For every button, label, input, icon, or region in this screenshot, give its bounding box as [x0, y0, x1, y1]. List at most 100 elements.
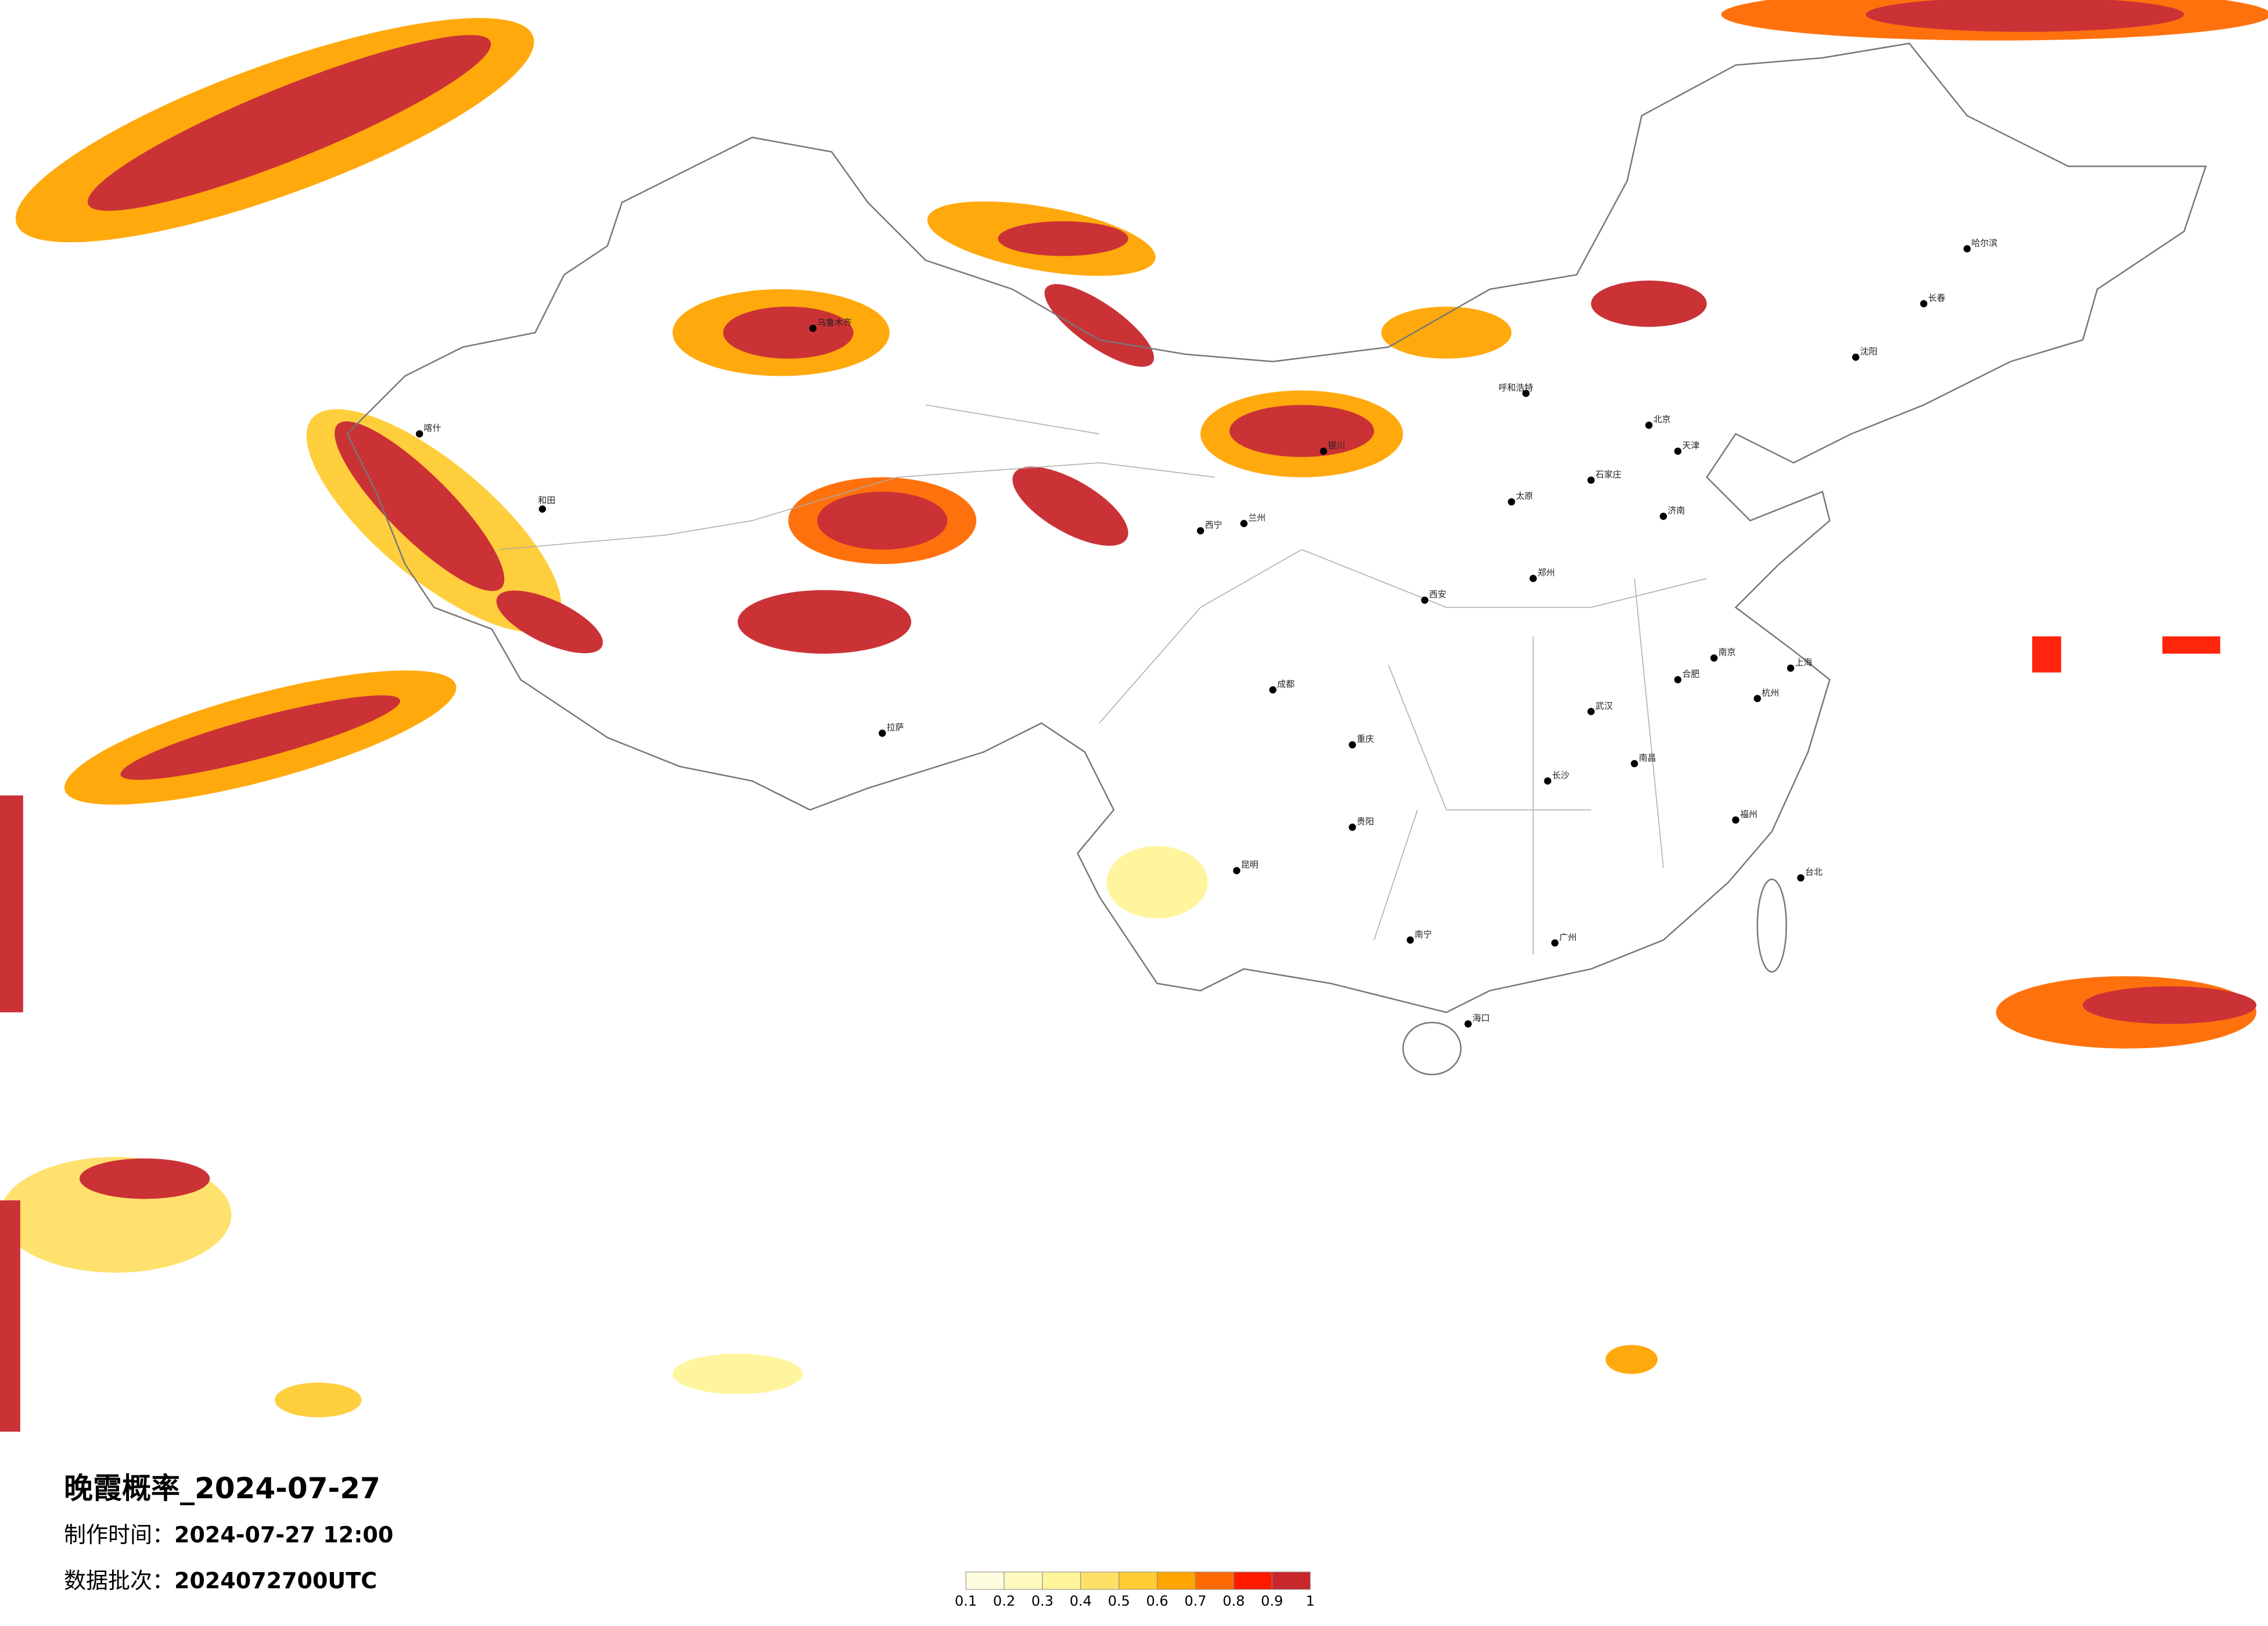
city-label: 杭州 [1762, 688, 1779, 698]
city-label: 上海 [1795, 657, 1813, 668]
city-dot [1587, 708, 1595, 715]
city-dot [538, 505, 547, 513]
made-time: 制作时间：2024-07-27 12:00 [64, 1522, 393, 1548]
field-patch [998, 221, 1128, 256]
city-dot [1522, 390, 1530, 397]
city-label: 石家庄 [1595, 469, 1622, 480]
city-label: 广州 [1559, 932, 1577, 942]
legend-tick-label: 0.5 [1108, 1593, 1130, 1609]
legend-tick-label: 0.6 [1146, 1593, 1168, 1609]
city-dot [1196, 527, 1205, 535]
city-dot [1233, 866, 1241, 875]
field-patch [335, 421, 505, 591]
made-time-value: 2024-07-27 12:00 [174, 1522, 393, 1548]
city-label: 重庆 [1357, 734, 1374, 744]
city-dot [1587, 476, 1595, 484]
legend-tick-label: 0.9 [1261, 1593, 1283, 1609]
city-label: 喀什 [424, 423, 441, 433]
probability-field [0, 0, 2268, 1432]
city-dot [1464, 1020, 1472, 1028]
city-label: 和田 [538, 495, 555, 506]
field-patch [1044, 284, 1154, 367]
city-dot [1963, 245, 1971, 253]
legend-swatch [1195, 1571, 1234, 1590]
field-patch [496, 590, 603, 653]
field-patch [673, 1354, 803, 1394]
field-patch [723, 306, 854, 359]
made-time-label: 制作时间： [64, 1522, 174, 1548]
legend-tick-label: 0.3 [1031, 1593, 1054, 1609]
field-patch [1229, 405, 1374, 457]
city-label: 成都 [1277, 679, 1295, 689]
batch-label: 数据批次： [64, 1568, 174, 1593]
legend-swatch [965, 1571, 1005, 1590]
city-label: 西安 [1429, 589, 1447, 600]
legend-swatch [1156, 1571, 1196, 1590]
island-outline [1756, 878, 1787, 973]
city-label: 昆明 [1241, 859, 1259, 870]
field-patch [1605, 1345, 1658, 1374]
country-outline [346, 42, 2207, 1013]
city-label: 哈尔滨 [1971, 238, 1997, 248]
city-dot [1349, 823, 1356, 831]
city-label: 北京 [1654, 414, 1671, 425]
city-dot [1508, 498, 1515, 506]
city-label: 郑州 [1537, 567, 1555, 578]
city-label: 合肥 [1682, 669, 1699, 679]
city-dot [1320, 447, 1327, 455]
city-dot [1732, 816, 1739, 824]
city-dot [1659, 512, 1667, 520]
city-dot [809, 325, 817, 332]
city-dot [1920, 300, 1928, 308]
city-dot [1529, 574, 1537, 582]
city-label: 银川 [1328, 440, 1345, 451]
field-patch [1381, 306, 1512, 359]
map-title: 晚霞概率_2024-07-27 [64, 1472, 380, 1505]
field-patch [87, 35, 491, 211]
city-label: 兰州 [1248, 513, 1266, 523]
city-dot [1630, 760, 1638, 768]
field-patch [1106, 846, 1208, 919]
city-label: 太原 [1516, 491, 1533, 501]
field-patch [2032, 636, 2061, 673]
batch-value: 2024072700UTC [174, 1568, 377, 1593]
field-patch [79, 1158, 210, 1199]
city-dot [1852, 353, 1860, 361]
city-label: 沈阳 [1860, 346, 1878, 357]
legend-swatch [1119, 1571, 1158, 1590]
field-patch [275, 1382, 362, 1418]
legend-swatch [1271, 1571, 1311, 1590]
city-label: 台北 [1805, 867, 1823, 877]
field-patch [738, 590, 911, 654]
city-dot [1544, 777, 1551, 785]
city-dot [1551, 939, 1559, 947]
city-label: 福州 [1740, 809, 1757, 819]
batch: 数据批次：2024072700UTC [64, 1568, 377, 1593]
city-label: 长沙 [1552, 770, 1569, 780]
city-label: 南昌 [1639, 753, 1656, 763]
city-label: 济南 [1667, 505, 1685, 516]
legend-tick-label: 0.1 [955, 1593, 977, 1609]
city-label: 南宁 [1415, 929, 1432, 940]
city-label: 贵阳 [1357, 816, 1374, 827]
city-label: 呼和浩特 [1498, 382, 1533, 393]
city-dot [1421, 596, 1429, 604]
field-patch [120, 695, 400, 780]
field-patch [2083, 986, 2257, 1024]
field-patch [0, 795, 23, 1013]
field-patch [817, 491, 948, 550]
city-label: 海口 [1472, 1013, 1490, 1023]
city-dot [1674, 447, 1682, 455]
city-dot [1269, 686, 1277, 694]
city-label: 武汉 [1595, 700, 1613, 711]
city-dot [415, 430, 423, 438]
legend-swatch [1233, 1571, 1273, 1590]
city-dot [1349, 741, 1356, 749]
legend-tick-label: 0.2 [993, 1593, 1015, 1609]
city-dot [1710, 654, 1718, 662]
legend-tick-label: 0.4 [1070, 1593, 1092, 1609]
field-patch [1012, 466, 1128, 546]
cities: 北京 天津 上海 武汉 广州 重庆 成都 西安 兰州 乌鲁木齐 拉萨 哈尔滨 长… [415, 238, 1997, 1028]
